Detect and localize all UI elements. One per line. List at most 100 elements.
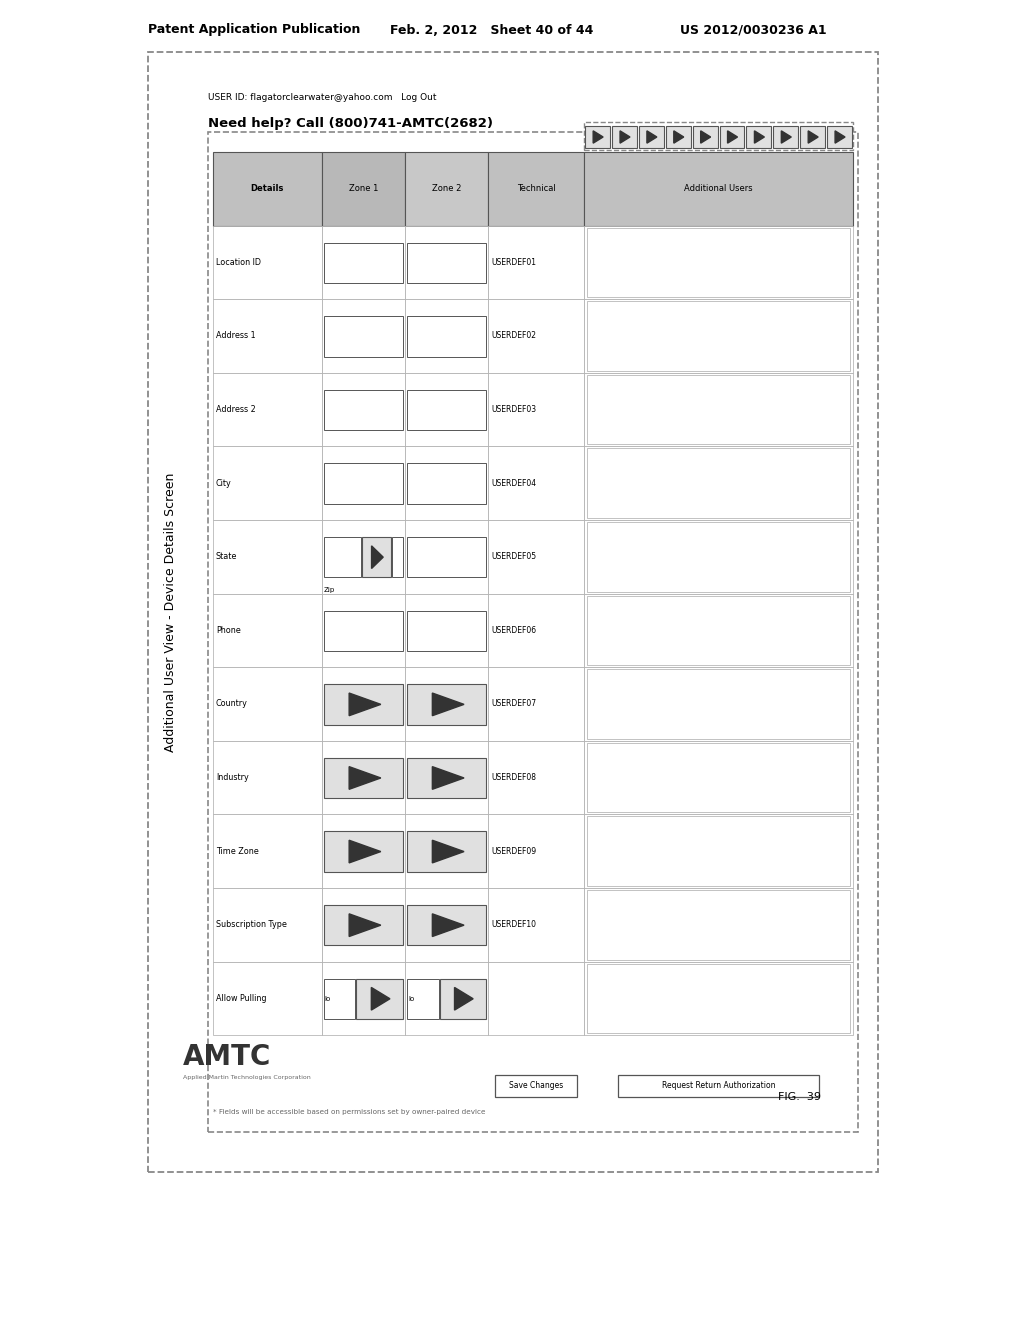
Bar xyxy=(827,125,852,148)
Bar xyxy=(407,537,486,577)
Bar xyxy=(213,888,322,961)
Text: USERDEF08: USERDEF08 xyxy=(492,774,537,781)
Bar xyxy=(406,372,488,446)
Polygon shape xyxy=(674,131,684,143)
Bar xyxy=(488,226,585,300)
Bar xyxy=(488,594,585,667)
Polygon shape xyxy=(432,841,464,863)
Bar xyxy=(406,300,488,372)
Bar xyxy=(324,463,403,504)
Polygon shape xyxy=(432,767,464,789)
Bar xyxy=(406,446,488,520)
Bar xyxy=(324,315,403,356)
Bar xyxy=(406,152,488,226)
Bar xyxy=(488,152,585,226)
Bar xyxy=(208,132,858,1133)
Bar xyxy=(406,667,488,741)
Text: Technical: Technical xyxy=(517,185,556,193)
Text: Additional Users: Additional Users xyxy=(684,185,753,193)
Bar xyxy=(587,743,850,812)
Bar xyxy=(324,832,403,871)
Bar xyxy=(407,315,486,356)
Text: Additional User View - Device Details Screen: Additional User View - Device Details Sc… xyxy=(164,473,176,751)
Bar xyxy=(213,961,322,1035)
Bar xyxy=(587,890,850,960)
Bar xyxy=(213,152,322,226)
Polygon shape xyxy=(647,131,656,143)
Bar xyxy=(587,449,850,517)
Bar xyxy=(496,1074,577,1097)
Bar xyxy=(324,906,403,945)
Bar xyxy=(585,520,853,594)
Bar xyxy=(585,594,853,667)
Bar xyxy=(407,978,438,1019)
Bar xyxy=(617,1074,819,1097)
Text: USERDEF07: USERDEF07 xyxy=(492,700,537,709)
Bar xyxy=(587,227,850,297)
Text: Zip: Zip xyxy=(324,587,335,593)
Text: lo: lo xyxy=(325,995,331,1002)
Polygon shape xyxy=(808,131,818,143)
Text: Zone 2: Zone 2 xyxy=(432,185,461,193)
Polygon shape xyxy=(349,841,381,863)
Bar xyxy=(324,537,361,577)
Bar xyxy=(213,520,322,594)
Text: Country: Country xyxy=(216,700,248,709)
Bar xyxy=(585,961,853,1035)
Text: FIG.  39: FIG. 39 xyxy=(778,1092,821,1102)
Bar xyxy=(585,121,853,150)
Text: Phone: Phone xyxy=(216,626,241,635)
Bar xyxy=(488,888,585,961)
Text: USERDEF04: USERDEF04 xyxy=(492,479,537,487)
Bar xyxy=(322,372,406,446)
Bar xyxy=(213,226,322,300)
Polygon shape xyxy=(372,987,390,1010)
Text: Location ID: Location ID xyxy=(216,257,261,267)
Bar xyxy=(324,758,403,799)
Bar xyxy=(356,978,403,1019)
Polygon shape xyxy=(700,131,711,143)
Text: State: State xyxy=(216,552,238,561)
Text: Address 1: Address 1 xyxy=(216,331,256,341)
Bar xyxy=(406,520,488,594)
Text: Applied Martin Technologies Corporation: Applied Martin Technologies Corporation xyxy=(183,1074,310,1080)
Text: Allow Pulling: Allow Pulling xyxy=(216,994,266,1003)
Bar xyxy=(322,446,406,520)
Bar xyxy=(322,667,406,741)
Bar xyxy=(585,888,853,961)
Bar xyxy=(585,667,853,741)
Bar xyxy=(322,814,406,888)
Text: USERDEF05: USERDEF05 xyxy=(492,552,537,561)
Polygon shape xyxy=(621,131,630,143)
Polygon shape xyxy=(349,913,381,936)
Text: Feb. 2, 2012   Sheet 40 of 44: Feb. 2, 2012 Sheet 40 of 44 xyxy=(390,24,593,37)
Bar xyxy=(322,300,406,372)
Polygon shape xyxy=(349,767,381,789)
Bar xyxy=(585,741,853,814)
Text: * Fields will be accessible based on permissions set by owner-paired device: * Fields will be accessible based on per… xyxy=(213,1109,485,1115)
Bar xyxy=(324,684,403,725)
Bar xyxy=(213,372,322,446)
Bar xyxy=(407,832,486,871)
Bar xyxy=(406,961,488,1035)
Text: USER ID: flagatorclearwater@yahoo.com   Log Out: USER ID: flagatorclearwater@yahoo.com Lo… xyxy=(208,92,436,102)
Polygon shape xyxy=(728,131,737,143)
Text: Details: Details xyxy=(251,185,284,193)
Text: USERDEF01: USERDEF01 xyxy=(492,257,537,267)
Bar xyxy=(407,684,486,725)
Bar xyxy=(407,389,486,430)
Bar xyxy=(407,758,486,799)
Bar xyxy=(322,961,406,1035)
Bar xyxy=(746,125,771,148)
Bar xyxy=(439,978,486,1019)
Text: AMTC: AMTC xyxy=(183,1043,271,1071)
Bar xyxy=(407,243,486,282)
Bar xyxy=(585,125,610,148)
Bar xyxy=(324,389,403,430)
Bar xyxy=(488,741,585,814)
Bar xyxy=(322,594,406,667)
Bar xyxy=(406,888,488,961)
Text: USERDEF02: USERDEF02 xyxy=(492,331,537,341)
Text: Request Return Authorization: Request Return Authorization xyxy=(662,1081,775,1090)
Polygon shape xyxy=(372,546,383,569)
